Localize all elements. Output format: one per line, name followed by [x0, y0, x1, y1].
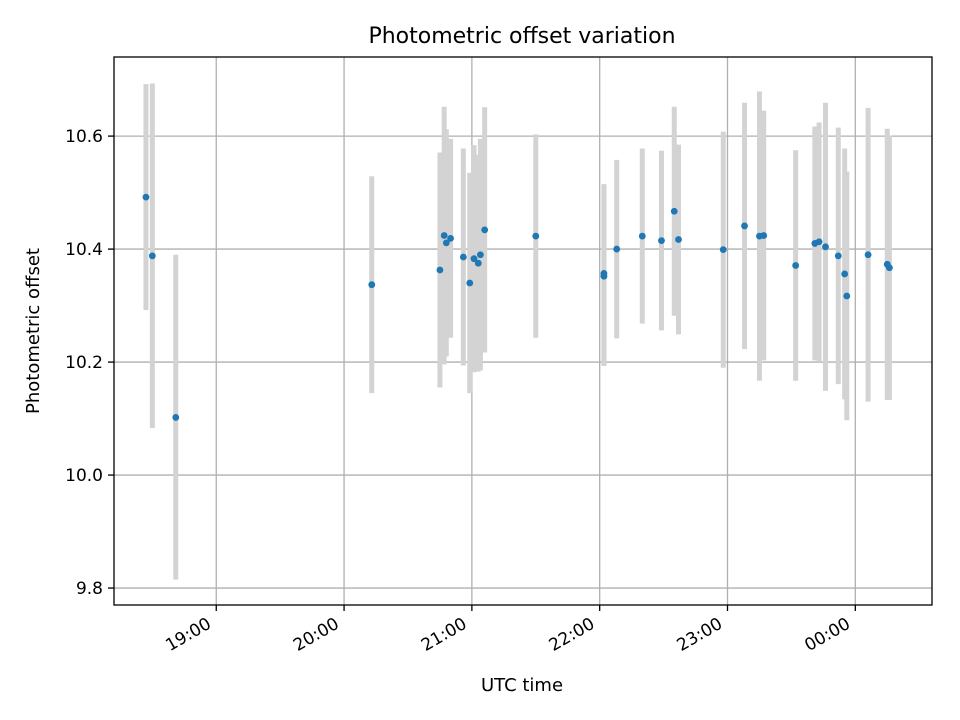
data-point [459, 253, 467, 261]
y-tick-label: 10.4 [65, 240, 103, 260]
x-axis-label: UTC time [481, 675, 563, 696]
y-axis-ticks: 9.8 10.0 10.2 10.4 10.6 [65, 127, 114, 599]
data-points [142, 193, 893, 421]
data-point [368, 281, 376, 289]
data-point [834, 252, 842, 260]
data-point [481, 226, 489, 234]
chart-title: Photometric offset variation [368, 24, 675, 49]
data-point [466, 279, 474, 287]
data-point [815, 238, 823, 246]
data-point [843, 292, 851, 300]
data-point [440, 232, 448, 239]
data-point [719, 246, 727, 254]
data-point [474, 259, 482, 267]
y-axis-label: Photometric offset [23, 248, 44, 414]
data-point [822, 243, 829, 251]
data-point [148, 252, 156, 260]
data-point [600, 269, 608, 277]
x-tick-label: 21:00 [418, 614, 470, 656]
data-point [675, 236, 682, 243]
x-tick-label: 20:00 [290, 614, 342, 656]
data-point [142, 193, 150, 201]
y-tick-label: 10.0 [65, 466, 103, 486]
data-point [760, 232, 768, 239]
x-axis-ticks: 19:00 20:00 21:00 22:00 23:00 00:00 [162, 605, 856, 656]
data-point [172, 414, 180, 421]
x-tick-label: 00:00 [801, 614, 853, 656]
x-tick-label: 19:00 [162, 614, 214, 656]
data-point [864, 251, 872, 259]
grid-lines [114, 57, 932, 605]
data-point [613, 245, 621, 253]
y-tick-label: 10.2 [65, 353, 103, 373]
data-point [476, 251, 484, 259]
y-tick-label: 10.6 [65, 127, 103, 147]
data-point [658, 237, 665, 245]
plot-frame [113, 56, 933, 606]
data-point [741, 222, 748, 230]
data-point [442, 239, 450, 247]
y-tick-label: 9.8 [76, 579, 103, 599]
data-point [670, 207, 678, 215]
data-point [638, 232, 646, 240]
data-point [841, 270, 849, 278]
x-tick-label: 23:00 [674, 614, 726, 656]
x-tick-label: 22:00 [546, 614, 598, 656]
data-point [792, 262, 800, 269]
data-point [447, 234, 454, 242]
data-point [470, 255, 478, 263]
data-point [532, 232, 540, 240]
data-point [885, 264, 893, 272]
error-bars [143, 83, 892, 580]
data-point [436, 266, 444, 274]
